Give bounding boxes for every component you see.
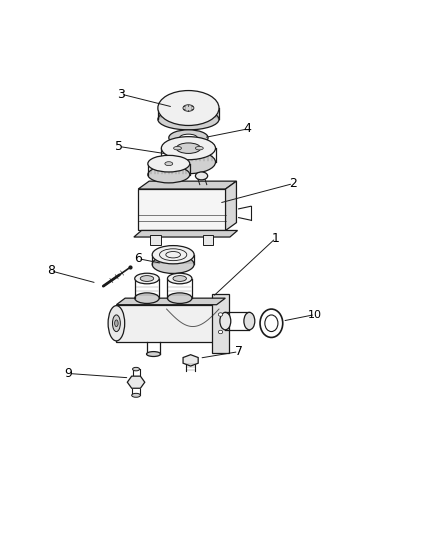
Text: 10: 10 xyxy=(308,310,322,319)
Ellipse shape xyxy=(183,105,194,111)
Ellipse shape xyxy=(147,352,160,357)
Bar xyxy=(212,294,229,353)
Ellipse shape xyxy=(244,312,255,330)
Ellipse shape xyxy=(152,246,194,264)
Ellipse shape xyxy=(152,255,194,273)
Ellipse shape xyxy=(158,91,219,125)
Ellipse shape xyxy=(220,312,231,330)
Ellipse shape xyxy=(176,143,201,154)
Ellipse shape xyxy=(195,172,208,180)
Ellipse shape xyxy=(167,293,192,303)
Polygon shape xyxy=(226,181,237,230)
Polygon shape xyxy=(117,305,217,342)
Ellipse shape xyxy=(161,136,215,160)
Text: 5: 5 xyxy=(115,140,123,153)
Bar xyxy=(150,235,161,245)
Ellipse shape xyxy=(173,276,187,281)
Ellipse shape xyxy=(219,330,223,334)
Text: 2: 2 xyxy=(289,177,297,190)
Ellipse shape xyxy=(108,305,125,341)
Ellipse shape xyxy=(148,156,190,172)
Text: 9: 9 xyxy=(64,367,72,380)
Ellipse shape xyxy=(265,315,278,332)
Text: 4: 4 xyxy=(244,123,251,135)
Text: 1: 1 xyxy=(272,232,280,245)
Text: 8: 8 xyxy=(47,264,55,277)
Polygon shape xyxy=(138,181,237,189)
Polygon shape xyxy=(127,376,145,388)
Ellipse shape xyxy=(167,273,192,284)
Polygon shape xyxy=(183,354,198,366)
Ellipse shape xyxy=(135,293,159,303)
Polygon shape xyxy=(134,230,237,237)
Ellipse shape xyxy=(173,147,181,150)
Ellipse shape xyxy=(158,109,219,130)
Text: 6: 6 xyxy=(134,252,142,265)
Ellipse shape xyxy=(132,393,141,397)
Ellipse shape xyxy=(165,161,173,166)
Ellipse shape xyxy=(169,130,208,146)
Ellipse shape xyxy=(180,134,197,141)
Ellipse shape xyxy=(161,151,215,174)
Ellipse shape xyxy=(115,320,118,327)
Text: 3: 3 xyxy=(117,87,125,101)
Ellipse shape xyxy=(148,166,190,183)
Polygon shape xyxy=(117,298,225,305)
Ellipse shape xyxy=(219,313,223,316)
Ellipse shape xyxy=(133,367,140,371)
Ellipse shape xyxy=(195,147,203,150)
Polygon shape xyxy=(138,189,226,230)
Ellipse shape xyxy=(113,315,120,332)
Bar xyxy=(203,235,213,245)
Ellipse shape xyxy=(140,276,154,281)
Text: 7: 7 xyxy=(235,345,243,358)
Ellipse shape xyxy=(135,273,159,284)
